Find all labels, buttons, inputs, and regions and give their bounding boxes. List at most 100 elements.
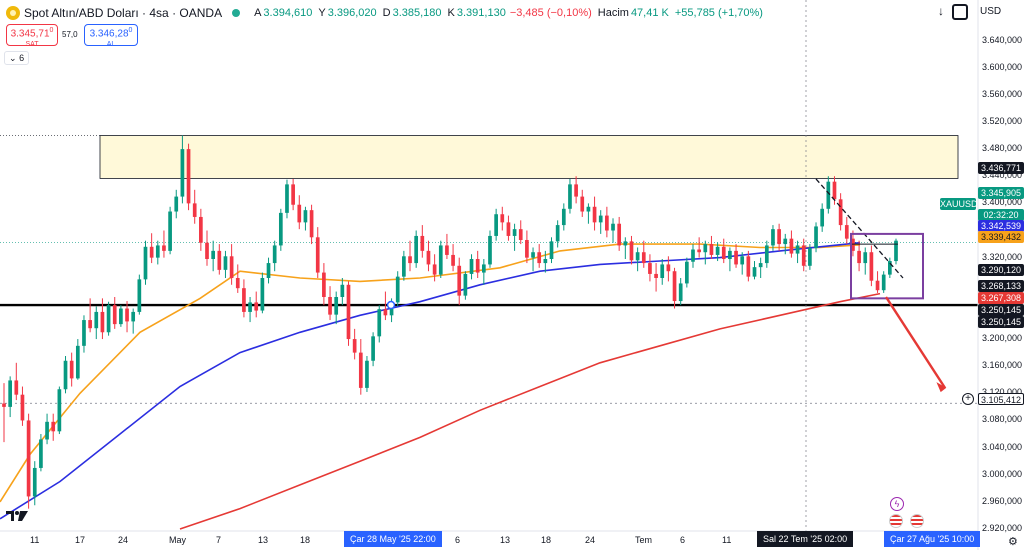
high-label: Y (318, 7, 326, 19)
candle-body (402, 256, 406, 277)
x-tick-label: 24 (118, 535, 129, 545)
low-value: 3.385,180 (392, 7, 442, 19)
candle-body (525, 240, 529, 258)
candle-body (475, 259, 480, 273)
y-tick-label: 3.040,000 (981, 441, 1022, 452)
candle-body (340, 284, 345, 297)
candle-body (543, 259, 548, 264)
candle-body (346, 284, 351, 340)
y-tick-label: 2.920,000 (981, 523, 1022, 533)
candle-body (481, 264, 486, 273)
lightning-event-icon[interactable]: ϟ (890, 497, 904, 511)
camera-icon[interactable] (952, 4, 968, 20)
candle-body (857, 250, 861, 264)
candle-body (623, 241, 628, 246)
candle-body (869, 252, 874, 281)
candle-body (57, 389, 62, 432)
candle-body (494, 214, 498, 236)
candle-body (561, 208, 566, 226)
candle-body (45, 421, 49, 440)
candle-body (734, 250, 738, 265)
candle-body (629, 241, 634, 261)
y-tick-label: 3.200,000 (981, 333, 1022, 344)
candle-body (451, 254, 455, 266)
candle-body (223, 256, 228, 270)
candle-body (162, 245, 166, 251)
candle-body (211, 250, 216, 260)
candle-body (174, 196, 179, 212)
candle-body (875, 280, 880, 291)
candle-body (260, 278, 265, 311)
candle-body (51, 421, 56, 432)
candle-body (568, 184, 572, 209)
plus-icon[interactable]: + (962, 393, 974, 405)
candle-body (186, 149, 191, 204)
candle-body (457, 265, 462, 296)
close-value: 3.391,130 (456, 7, 506, 19)
y-tick-label: 3.560,000 (981, 88, 1022, 99)
x-tick-label: 7 (216, 535, 222, 545)
indicators-count: 6 (19, 53, 25, 63)
x-tick-label: 17 (75, 535, 86, 545)
candle-body (315, 237, 320, 273)
candle-body (75, 345, 80, 379)
candle-body (131, 311, 136, 322)
y-tick-label: 3.440,000 (981, 170, 1022, 181)
candle-body (82, 320, 86, 346)
candle-body (531, 252, 535, 258)
sell-label: SAT (25, 41, 39, 49)
currency-select[interactable]: USD (980, 6, 1002, 17)
candle-body (371, 336, 375, 361)
x-tick-label: 24 (585, 535, 596, 545)
price-tag: 3.342,539 (978, 220, 1024, 232)
price-tag: 3.339,432 (978, 231, 1024, 243)
price-tag: 3.250,145 (978, 316, 1024, 328)
candle-body (217, 250, 222, 270)
candle-body (358, 352, 363, 388)
y-tick-label: 3.480,000 (981, 143, 1022, 154)
buy-price: 3.346,28 (89, 28, 129, 40)
x-highlight-label: Sal 22 Tem '25 02:00 (757, 531, 854, 547)
buy-button[interactable]: 3.346,280 AL (84, 24, 138, 48)
candle-body (26, 420, 31, 497)
sell-button[interactable]: 3.345,710 SAT (6, 24, 58, 48)
candle-body (297, 204, 302, 223)
candle-body (8, 380, 12, 407)
price-tag: 3.268,133 (978, 280, 1024, 292)
price-tag: 3.290,120 (978, 264, 1024, 276)
candle-body (814, 226, 818, 249)
candle-body (322, 272, 326, 297)
y-tick-label: 3.600,000 (981, 61, 1022, 72)
chevron-down-icon: ⌄ (9, 53, 17, 63)
candle-body (844, 225, 849, 239)
tradingview-logo-icon[interactable] (6, 510, 28, 522)
candle-body (168, 211, 172, 251)
open-label: A (254, 7, 262, 19)
indicators-toggle[interactable]: ⌄ 6 (4, 51, 30, 65)
x-highlight-label: Çar 27 Ağu '25 10:00 (884, 531, 981, 547)
gear-icon[interactable]: ⚙ (1008, 536, 1018, 548)
candle-body (112, 305, 117, 325)
sell-price-sup: 0 (49, 27, 54, 34)
price-tag: 3.436,771 (978, 162, 1024, 174)
sell-price: 3.345,71 (10, 28, 50, 40)
us-flag-event-icon[interactable] (889, 514, 903, 528)
candle-body (500, 214, 505, 223)
candle-body (242, 288, 246, 312)
candle-body (254, 302, 259, 311)
candle-body (801, 245, 806, 266)
red-arrow-shaft (884, 296, 947, 389)
candle-body (352, 339, 357, 353)
candle-body (463, 273, 468, 296)
arrow-down-icon[interactable]: ↓ (938, 4, 944, 18)
resistance-zone (99, 135, 959, 179)
candle-body (654, 273, 658, 278)
us-flag-event-icon[interactable] (910, 514, 924, 528)
symbol-title[interactable]: Spot Altın/ABD Doları · 4sa · OANDA (24, 6, 223, 20)
candle-body (39, 439, 43, 468)
price-tag: 3.250,145 (978, 304, 1024, 316)
candle-body (777, 229, 781, 245)
candle-body (426, 250, 431, 265)
candle-body (63, 360, 68, 390)
